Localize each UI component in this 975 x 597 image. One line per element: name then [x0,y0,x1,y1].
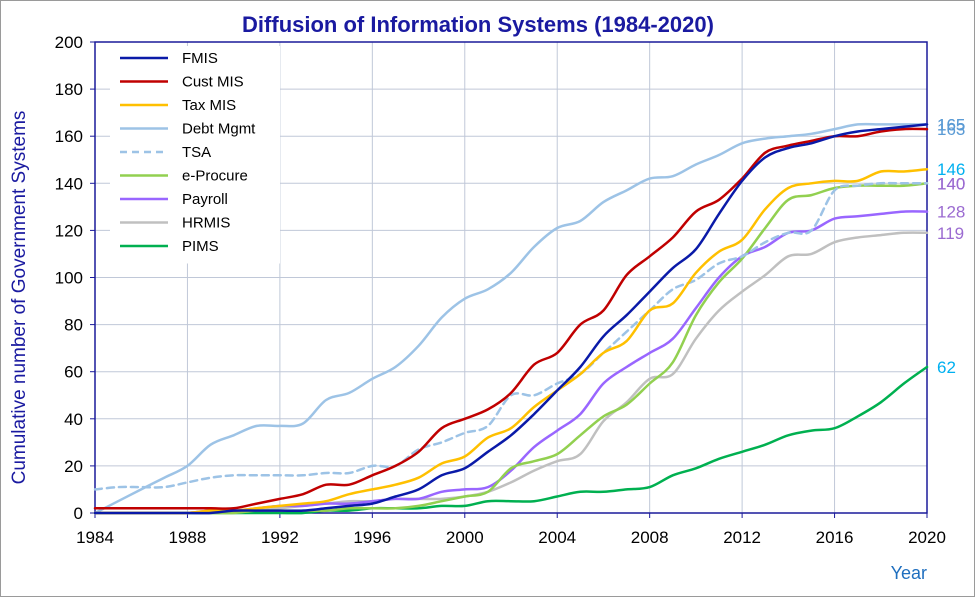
legend-label-fmis: FMIS [182,50,218,67]
series-line-e-procure[interactable] [93,182,929,515]
y-tick-label: 80 [64,316,83,335]
series-line-tsa[interactable] [93,181,929,491]
series-line-debt-mgmt[interactable] [93,122,929,515]
legend-label-cust-mis: Cust MIS [182,74,244,91]
end-label-hrmis: 119 [937,224,964,243]
y-tick-label: 160 [55,127,83,146]
x-tick-label: 2008 [631,528,669,547]
end-label-payroll: 128 [937,203,965,222]
end-label-fmis: 165 [937,115,965,134]
legend-label-tsa: TSA [182,144,211,161]
end-label-tsa: 140 [937,174,965,193]
end-label-cust-mis: 163 [937,120,965,139]
x-axis-ticks: 1984 1988 1992 1996 2000 2004 2008 2012 2016 2020 [76,513,946,547]
chart-title: Diffusion of Information Systems (1984-2… [242,12,714,37]
legend-label-e-procure: e-Procure [182,168,248,185]
legend-label-hrmis: HRMIS [182,215,230,232]
end-label-e-procure: 140 [937,174,965,193]
x-tick-label: 1996 [353,528,391,547]
series-line-fmis[interactable] [93,123,929,515]
y-tick-label: 20 [64,457,83,476]
x-tick-label: 2012 [723,528,761,547]
end-label-debt-mgmt: 165 [937,115,965,134]
x-tick-label: 1992 [261,528,299,547]
y-tick-label: 140 [55,174,83,193]
legend[interactable]: FMIS Cust MIS Tax MIS Debt Mgmt TSA e-Procure… [120,50,256,255]
x-tick-label: 2000 [446,528,484,547]
x-tick-label: 2020 [908,528,946,547]
legend-label-debt-mgmt: Debt Mgmt [182,121,256,138]
y-tick-label: 120 [55,221,83,240]
series-line-cust-mis[interactable] [93,127,929,510]
x-tick-label: 2004 [538,528,576,547]
legend-label-tax-mis: Tax MIS [182,97,236,114]
legend-label-payroll: Payroll [182,191,228,208]
y-axis-ticks: 0 20 40 60 80 100 120 140 160 180 200 [55,33,95,523]
y-tick-label: 100 [55,269,83,288]
y-tick-label: 40 [64,410,83,429]
y-tick-label: 0 [74,504,83,523]
y-tick-label: 60 [64,363,83,382]
y-axis-label: Cumulative number of Government Systems [9,111,30,485]
x-axis-label: Year [891,563,927,583]
legend-label-pims: PIMS [182,238,219,255]
y-tick-label: 200 [55,33,83,52]
series-lines [93,122,929,515]
x-tick-label: 1984 [76,528,114,547]
y-tick-label: 180 [55,80,83,99]
x-tick-label: 1988 [169,528,207,547]
x-tick-label: 2016 [816,528,854,547]
end-label-pims: 62 [937,358,956,377]
end-label-tax-mis: 146 [937,160,965,179]
